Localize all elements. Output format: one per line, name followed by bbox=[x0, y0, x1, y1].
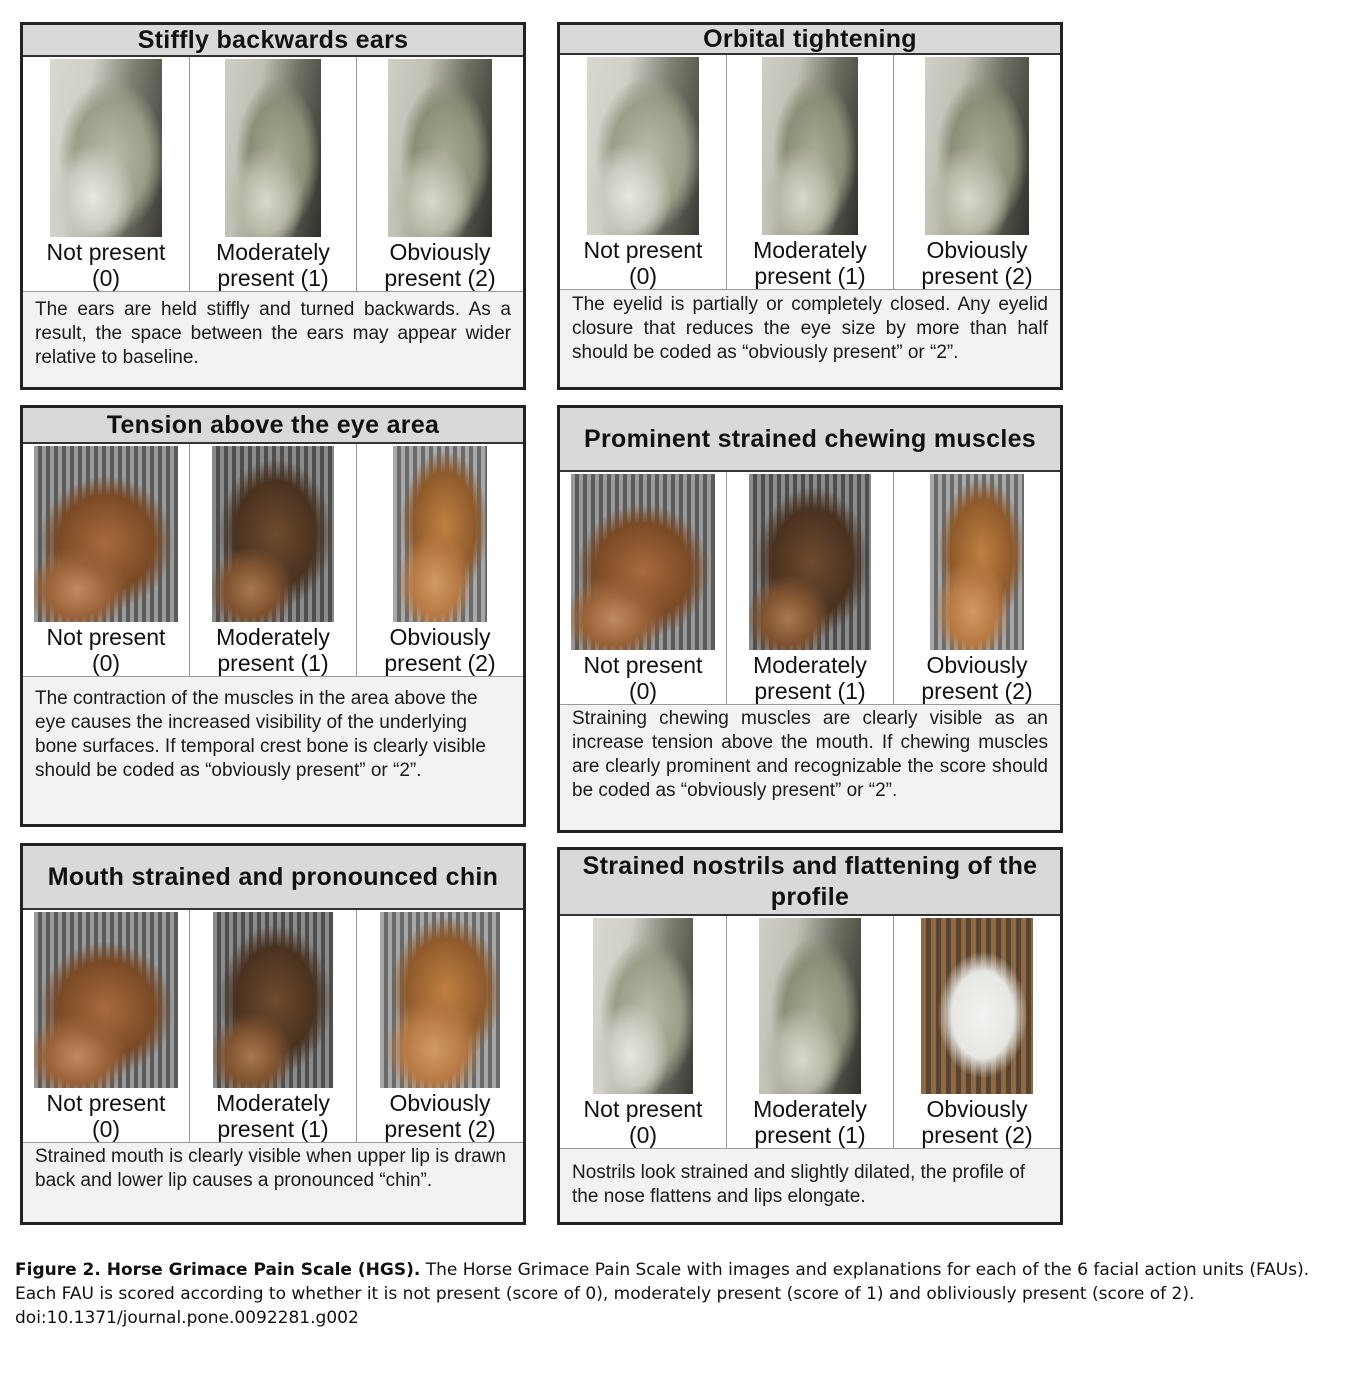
score-images: Not present (0) Moderately present (1) Obv… bbox=[560, 472, 1060, 705]
caption-text: The Horse Grimace Pain Scale with images… bbox=[15, 1260, 1310, 1304]
score-images: Not present (0) Moderately present (1) Obv… bbox=[23, 57, 523, 292]
panel-description: Strained mouth is clearly visible when u… bbox=[35, 1146, 507, 1191]
horse-photo bbox=[34, 912, 178, 1088]
score-cell-2: Obviously present (2) bbox=[357, 57, 523, 291]
panel-title: Prominent strained chewing muscles bbox=[560, 408, 1060, 472]
fau-panel-nostrils-profile: Strained nostrils and flattening of the … bbox=[557, 847, 1063, 1225]
score-images: Not present (0) Moderately present (1) Obv… bbox=[23, 444, 523, 677]
panel-title: Stiffly backwards ears bbox=[23, 25, 523, 57]
score-cell-1: Moderately present (1) bbox=[190, 444, 357, 676]
fau-panel-ears: Stiffly backwards ears Not present (0) Mo… bbox=[20, 22, 526, 390]
score-label: Moderately present (1) bbox=[216, 239, 330, 291]
score-cell-0: Not present (0) bbox=[23, 444, 190, 676]
score-label: Obviously present (2) bbox=[921, 652, 1033, 704]
score-cell-1: Moderately present (1) bbox=[727, 916, 894, 1148]
horse-photo bbox=[749, 474, 871, 650]
horse-photo bbox=[759, 918, 861, 1094]
horse-photo bbox=[50, 59, 162, 237]
score-cell-1: Moderately present (1) bbox=[190, 910, 357, 1142]
score-label: Not present (0) bbox=[46, 1090, 166, 1142]
score-cell-1: Moderately present (1) bbox=[727, 472, 894, 704]
score-cell-1: Moderately present (1) bbox=[190, 57, 357, 291]
panel-description: Straining chewing muscles are clearly vi… bbox=[572, 708, 1048, 801]
fau-panel-eye-tension: Tension above the eye area Not present (0… bbox=[20, 405, 526, 827]
figure-caption: Figure 2. Horse Grimace Pain Scale (HGS)… bbox=[15, 1258, 1315, 1330]
score-cell-0: Not present (0) bbox=[23, 57, 190, 291]
score-label: Moderately present (1) bbox=[753, 652, 867, 704]
score-label: Not present (0) bbox=[46, 239, 166, 291]
horse-photo bbox=[34, 446, 178, 622]
horse-photo bbox=[213, 912, 333, 1088]
score-cell-2: Obviously present (2) bbox=[894, 916, 1060, 1148]
score-cell-1: Moderately present (1) bbox=[727, 55, 894, 289]
score-label: Obviously present (2) bbox=[384, 239, 496, 291]
score-label: Moderately present (1) bbox=[753, 1096, 867, 1148]
horse-photo bbox=[225, 59, 321, 237]
panel-title: Mouth strained and pronounced chin bbox=[23, 846, 523, 910]
score-cell-2: Obviously present (2) bbox=[357, 444, 523, 676]
score-cell-0: Not present (0) bbox=[560, 55, 727, 289]
horse-photo bbox=[571, 474, 715, 650]
caption-title: Figure 2. Horse Grimace Pain Scale (HGS)… bbox=[15, 1260, 421, 1280]
fau-panel-mouth-chin: Mouth strained and pronounced chin Not p… bbox=[20, 843, 526, 1225]
panel-title: Tension above the eye area bbox=[23, 408, 523, 444]
horse-photo bbox=[921, 918, 1033, 1094]
panel-description: The ears are held stiffly and turned bac… bbox=[35, 299, 511, 368]
score-label: Not present (0) bbox=[46, 624, 166, 676]
score-label: Moderately present (1) bbox=[753, 237, 867, 289]
score-cell-0: Not present (0) bbox=[560, 916, 727, 1148]
score-label: Not present (0) bbox=[583, 652, 703, 704]
horse-photo bbox=[393, 446, 487, 622]
score-cell-2: Obviously present (2) bbox=[894, 472, 1060, 704]
panel-description: The eyelid is partially or completely cl… bbox=[572, 294, 1048, 363]
panel-description: Nostrils look strained and slightly dila… bbox=[572, 1162, 1026, 1207]
panel-description: The contraction of the muscles in the ar… bbox=[35, 688, 486, 781]
horse-photo bbox=[380, 912, 500, 1088]
score-label: Moderately present (1) bbox=[216, 1090, 330, 1142]
horse-photo bbox=[930, 474, 1024, 650]
score-cell-2: Obviously present (2) bbox=[357, 910, 523, 1142]
horse-photo bbox=[212, 446, 334, 622]
fau-panel-orbital: Orbital tightening Not present (0) Modera… bbox=[557, 22, 1063, 390]
score-label: Not present (0) bbox=[583, 1096, 703, 1148]
score-label: Obviously present (2) bbox=[921, 1096, 1033, 1148]
score-label: Moderately present (1) bbox=[216, 624, 330, 676]
score-label: Obviously present (2) bbox=[384, 624, 496, 676]
score-cell-2: Obviously present (2) bbox=[894, 55, 1060, 289]
score-images: Not present (0) Moderately present (1) Obv… bbox=[23, 910, 523, 1143]
score-label: Obviously present (2) bbox=[921, 237, 1033, 289]
horse-photo bbox=[762, 57, 858, 235]
score-label: Obviously present (2) bbox=[384, 1090, 496, 1142]
horse-photo bbox=[925, 57, 1029, 235]
horse-photo bbox=[593, 918, 693, 1094]
score-images: Not present (0) Moderately present (1) Obv… bbox=[560, 55, 1060, 290]
score-label: Not present (0) bbox=[583, 237, 703, 289]
panel-title: Orbital tightening bbox=[560, 25, 1060, 55]
panel-title: Strained nostrils and flattening of the … bbox=[560, 850, 1060, 916]
horse-photo bbox=[587, 57, 699, 235]
horse-photo bbox=[388, 59, 492, 237]
caption-doi: doi:10.1371/journal.pone.0092281.g002 bbox=[15, 1308, 359, 1328]
score-images: Not present (0) Moderately present (1) Obv… bbox=[560, 916, 1060, 1149]
score-cell-0: Not present (0) bbox=[23, 910, 190, 1142]
score-cell-0: Not present (0) bbox=[560, 472, 727, 704]
fau-panel-chewing-muscles: Prominent strained chewing muscles Not p… bbox=[557, 405, 1063, 833]
